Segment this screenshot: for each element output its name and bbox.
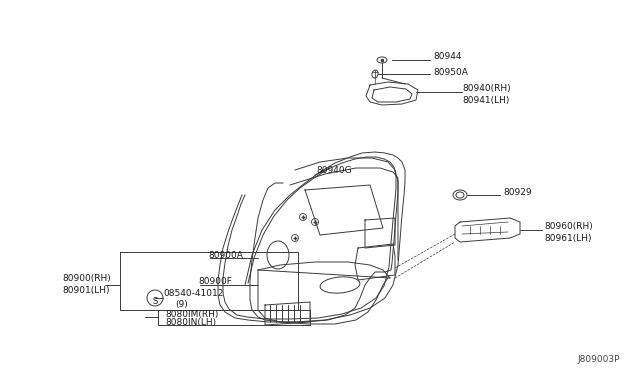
Text: 80900(RH): 80900(RH) xyxy=(62,273,111,282)
Text: J809003P: J809003P xyxy=(577,356,620,365)
Text: 80940(RH): 80940(RH) xyxy=(462,83,511,93)
Text: 8080lN(LH): 8080lN(LH) xyxy=(165,317,216,327)
Text: 80961(LH): 80961(LH) xyxy=(544,234,591,243)
Text: 80950A: 80950A xyxy=(433,67,468,77)
Text: 80960(RH): 80960(RH) xyxy=(544,221,593,231)
Text: S: S xyxy=(152,298,157,307)
Text: 80900A: 80900A xyxy=(208,250,243,260)
Text: (9): (9) xyxy=(175,301,188,310)
Text: 80901(LH): 80901(LH) xyxy=(62,285,109,295)
Text: 80941(LH): 80941(LH) xyxy=(462,96,509,105)
Text: 80900F: 80900F xyxy=(198,278,232,286)
Text: 80940G: 80940G xyxy=(316,166,351,174)
Text: 80929: 80929 xyxy=(503,187,532,196)
Text: 80944: 80944 xyxy=(433,51,461,61)
Text: 8080lM(RH): 8080lM(RH) xyxy=(165,310,218,318)
Text: 08540-41012: 08540-41012 xyxy=(163,289,223,298)
